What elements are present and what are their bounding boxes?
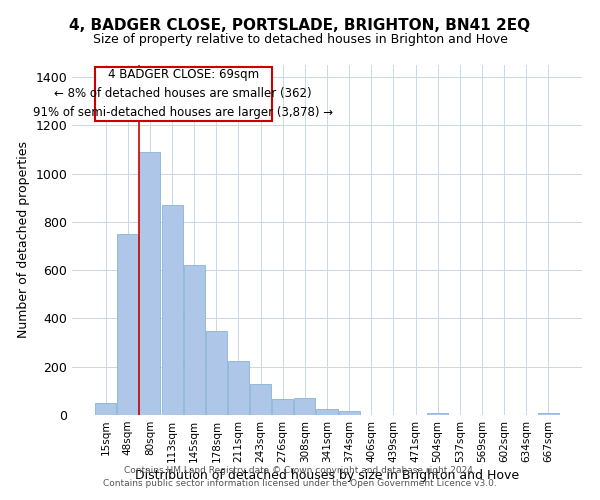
Y-axis label: Number of detached properties: Number of detached properties [17,142,30,338]
Bar [295,398,316,415]
Text: 4 BADGER CLOSE: 69sqm
← 8% of detached houses are smaller (362)
91% of semi-deta: 4 BADGER CLOSE: 69sqm ← 8% of detached h… [33,68,333,120]
Bar [139,152,160,415]
Text: Contains HM Land Registry data © Crown copyright and database right 2024.
Contai: Contains HM Land Registry data © Crown c… [103,466,497,487]
Bar [118,234,139,415]
Bar [272,400,293,415]
Bar [161,205,182,415]
Bar [228,360,249,415]
Bar [316,409,338,415]
Text: Size of property relative to detached houses in Brighton and Hove: Size of property relative to detached ho… [92,32,508,46]
Text: 4, BADGER CLOSE, PORTSLADE, BRIGHTON, BN41 2EQ: 4, BADGER CLOSE, PORTSLADE, BRIGHTON, BN… [70,18,530,32]
Bar [250,384,271,415]
Bar [538,412,559,415]
FancyBboxPatch shape [95,68,272,120]
Bar [427,412,448,415]
Bar [184,266,205,415]
Bar [206,330,227,415]
X-axis label: Distribution of detached houses by size in Brighton and Hove: Distribution of detached houses by size … [135,469,519,482]
Bar [338,412,359,415]
Bar [95,403,116,415]
